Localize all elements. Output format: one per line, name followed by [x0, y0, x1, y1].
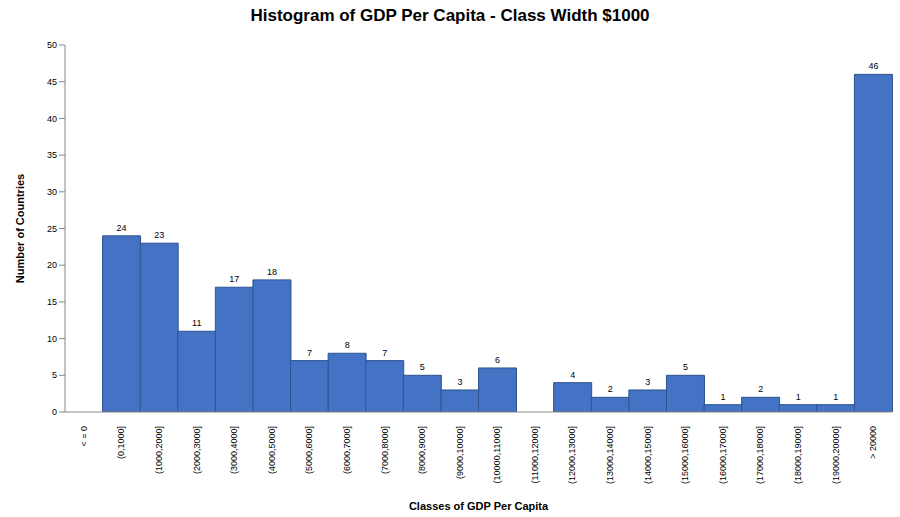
svg-text:8: 8 — [345, 340, 350, 350]
svg-text:40: 40 — [47, 114, 57, 124]
svg-text:2: 2 — [608, 384, 613, 394]
svg-text:(4000,5000]: (4000,5000] — [267, 426, 277, 474]
svg-text:(11000,12000]: (11000,12000] — [530, 426, 540, 483]
svg-text:18: 18 — [267, 267, 277, 277]
svg-text:50: 50 — [47, 40, 57, 50]
svg-text:1: 1 — [796, 392, 801, 402]
svg-text:< = 0: < = 0 — [79, 426, 89, 447]
svg-text:(15000,16000]: (15000,16000] — [680, 426, 690, 484]
svg-text:Classes of GDP Per Capita: Classes of GDP Per Capita — [409, 500, 549, 512]
svg-text:(2000,3000]: (2000,3000] — [192, 426, 202, 474]
svg-text:20: 20 — [47, 260, 57, 270]
svg-text:7: 7 — [382, 348, 387, 358]
svg-text:(16000,17000]: (16000,17000] — [718, 426, 728, 484]
svg-text:> 20000: > 20000 — [868, 426, 878, 459]
svg-text:(8000,9000]: (8000,9000] — [417, 426, 427, 474]
svg-text:1: 1 — [833, 392, 838, 402]
svg-text:(12000,13000]: (12000,13000] — [567, 426, 577, 484]
svg-text:7: 7 — [307, 348, 312, 358]
svg-text:(1000,2000]: (1000,2000] — [154, 426, 164, 474]
svg-text:3: 3 — [457, 377, 462, 387]
svg-text:(13000,14000]: (13000,14000] — [605, 426, 615, 484]
svg-text:45: 45 — [47, 77, 57, 87]
svg-text:(14000,15000]: (14000,15000] — [643, 426, 653, 484]
svg-text:0: 0 — [52, 407, 57, 417]
svg-text:5: 5 — [420, 362, 425, 372]
svg-text:15: 15 — [47, 297, 57, 307]
svg-text:1: 1 — [721, 392, 726, 402]
html-text:Histogram of GDP Per Capita -: Histogram of GDP Per Capita - Class Widt… — [250, 6, 650, 25]
svg-text:(9000,10000]: (9000,10000] — [455, 426, 465, 479]
svg-text:(5000,6000]: (5000,6000] — [304, 426, 314, 474]
svg-text:17: 17 — [229, 274, 239, 284]
svg-text:23: 23 — [154, 230, 164, 240]
svg-text:24: 24 — [117, 223, 127, 233]
svg-text:35: 35 — [47, 150, 57, 160]
svg-text:Number of Countries: Number of Countries — [14, 174, 26, 283]
svg-text:6: 6 — [495, 355, 500, 365]
svg-text:(17000,18000]: (17000,18000] — [755, 426, 765, 484]
svg-text:(10000,11000]: (10000,11000] — [492, 426, 502, 483]
svg-text:3: 3 — [645, 377, 650, 387]
svg-text:4: 4 — [570, 370, 575, 380]
svg-text:46: 46 — [868, 61, 878, 71]
svg-text:(3000,4000]: (3000,4000] — [229, 426, 239, 474]
svg-text:(18000,19000]: (18000,19000] — [793, 426, 803, 484]
svg-text:(0,1000]: (0,1000] — [116, 426, 126, 459]
svg-text:30: 30 — [47, 187, 57, 197]
svg-text:(19000,20000]: (19000,20000] — [831, 426, 841, 484]
svg-text:5: 5 — [52, 370, 57, 380]
svg-text:(6000,7000]: (6000,7000] — [342, 426, 352, 474]
svg-text:5: 5 — [683, 362, 688, 372]
svg-text:(7000,8000]: (7000,8000] — [380, 426, 390, 474]
svg-text:11: 11 — [192, 318, 201, 328]
svg-text:10: 10 — [47, 334, 57, 344]
svg-text:2: 2 — [758, 384, 763, 394]
svg-text:25: 25 — [47, 224, 57, 234]
